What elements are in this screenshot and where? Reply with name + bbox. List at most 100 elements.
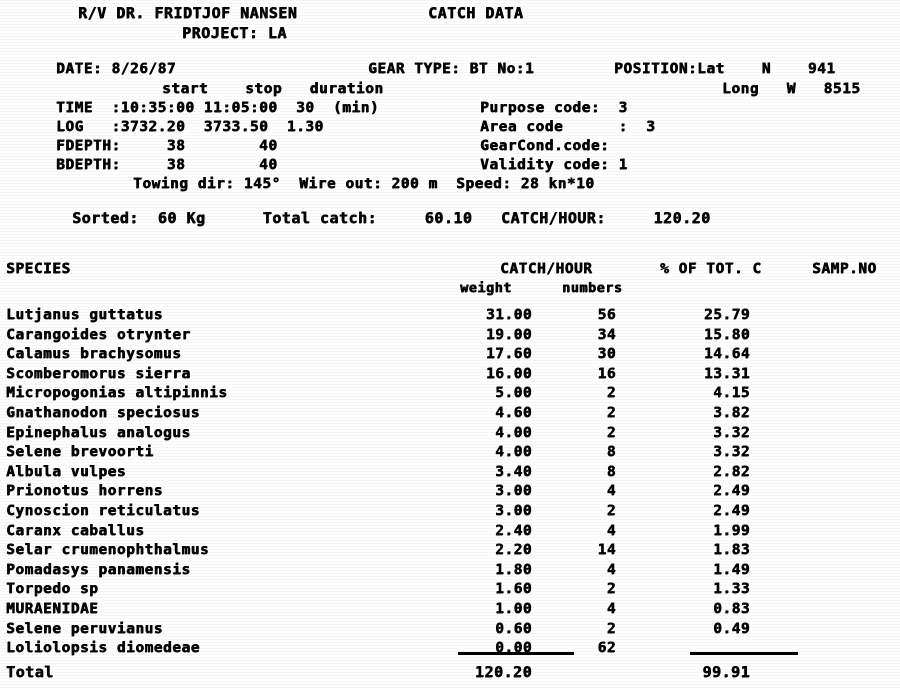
species-name: Micropogonias altipinnis (6, 385, 228, 402)
area-code-field: Area code : 3 (480, 119, 656, 135)
species-pct: 1.33 (713, 581, 750, 598)
species-pct: 1.83 (713, 542, 750, 559)
document-title: CATCH DATA (428, 4, 524, 22)
species-weight: 4.00 (495, 424, 532, 441)
species-name: Epinephalus analogus (6, 424, 191, 441)
species-name: Calamus brachysomus (6, 346, 182, 363)
column-header-samp-no: SAMP.NO (812, 261, 877, 277)
species-weight: 3.00 (495, 483, 532, 500)
project-label: PROJECT: LA (182, 24, 287, 42)
species-name: MURAENIDAE (6, 601, 99, 617)
total-pct-value: 99.91 (702, 663, 750, 681)
column-header-species: SPECIES (6, 261, 71, 277)
column-header-pct-of-tot: % OF TOT. C (660, 261, 762, 277)
species-numbers: 4 (606, 483, 616, 500)
column-header-catch-hour: CATCH/HOUR (500, 261, 593, 277)
species-weight: 3.00 (495, 503, 532, 519)
species-numbers: 30 (597, 346, 616, 363)
species-numbers: 34 (597, 326, 616, 343)
species-weight: 0.00 (495, 640, 532, 657)
vessel-name: R/V DR. FRIDTJOF NANSEN (78, 4, 298, 22)
species-name: Scomberomorus sierra (6, 365, 191, 382)
species-pct: 1.99 (713, 522, 750, 539)
catch-summary-line: Sorted: 60 Kg Total catch: 60.10 CATCH/H… (72, 209, 711, 227)
species-pct: 2.49 (713, 483, 750, 500)
species-weight: 17.60 (485, 346, 532, 363)
species-pct: 2.49 (713, 503, 750, 519)
species-numbers: 2 (606, 385, 616, 402)
species-numbers: 2 (606, 620, 616, 637)
species-pct: 3.32 (713, 444, 750, 461)
validity-code-field: Validity code: 1 (480, 157, 628, 173)
species-weight: 16.00 (485, 365, 532, 382)
total-weight-rule (458, 652, 574, 655)
species-weight: 3.40 (495, 463, 532, 480)
species-numbers: 8 (606, 463, 616, 480)
species-pct: 2.82 (713, 463, 750, 480)
species-numbers: 16 (597, 365, 616, 382)
species-weight: 4.00 (495, 444, 532, 461)
species-weight: 19.00 (485, 326, 532, 343)
species-weight: 1.60 (495, 581, 532, 598)
species-name: Carangoides otrynter (6, 326, 191, 343)
species-name: Loliolopsis diomedeae (6, 640, 200, 657)
species-pct: 3.82 (713, 405, 750, 421)
species-name: Cynoscion reticulatus (6, 503, 200, 519)
species-weight: 31.00 (485, 307, 532, 323)
column-header-numbers: numbers (562, 280, 623, 296)
species-name: Gnathanodon speciosus (6, 405, 200, 421)
species-numbers: 2 (606, 405, 616, 421)
species-numbers: 4 (606, 601, 616, 617)
date-field: DATE: 8/26/87 (56, 61, 176, 77)
species-numbers: 62 (597, 640, 616, 657)
species-pct: 3.32 (713, 424, 750, 441)
species-pct: 14.64 (703, 346, 750, 363)
species-name: Caranx caballus (6, 522, 145, 539)
species-numbers: 2 (606, 581, 616, 598)
species-numbers: 4 (606, 561, 616, 578)
species-pct: 13.31 (703, 365, 750, 382)
time-column-headers: start stop duration (162, 81, 384, 97)
fdepth-field: FDEPTH: 38 40 (56, 138, 278, 154)
species-weight: 0.60 (495, 620, 532, 637)
towing-details-field: Towing dir: 145° Wire out: 200 m Speed: … (133, 176, 595, 192)
time-field: TIME :10:35:00 11:05:00 30 (min) (56, 100, 380, 116)
species-name: Selar crumenophthalmus (6, 542, 210, 559)
species-numbers: 4 (606, 522, 616, 539)
bdepth-field: BDEPTH: 38 40 (56, 157, 278, 173)
species-numbers: 14 (597, 542, 616, 559)
position-lat-field: POSITION:Lat N 941 (614, 61, 836, 77)
column-header-weight: weight (460, 280, 512, 296)
species-weight: 2.20 (495, 542, 532, 559)
species-name: Selene peruvianus (6, 620, 163, 637)
species-weight: 1.80 (495, 561, 532, 578)
species-name: Selene brevoorti (6, 444, 154, 461)
species-pct: 0.49 (713, 620, 750, 637)
total-pct-rule (690, 652, 798, 655)
species-weight: 2.40 (495, 522, 532, 539)
log-field: LOG :3732.20 3733.50 1.30 (56, 119, 324, 135)
species-name: Lutjanus guttatus (6, 307, 163, 323)
species-name: Pomadasys panamensis (6, 561, 191, 578)
species-numbers: 2 (606, 503, 616, 519)
species-name: Torpedo sp (6, 581, 99, 598)
species-pct: 1.49 (713, 561, 750, 578)
species-weight: 5.00 (495, 385, 532, 402)
species-name: Prionotus horrens (6, 483, 163, 500)
purpose-code-field: Purpose code: 3 (480, 100, 628, 116)
species-numbers: 8 (606, 444, 616, 461)
species-pct: 15.80 (703, 326, 750, 343)
total-weight-value: 120.20 (474, 663, 532, 681)
species-pct: 4.15 (713, 385, 750, 402)
species-numbers: 2 (606, 424, 616, 441)
species-pct: 25.79 (703, 307, 750, 323)
species-weight: 4.60 (495, 405, 532, 421)
total-label: Total (6, 663, 54, 681)
gear-type-field: GEAR TYPE: BT No:1 (368, 61, 535, 77)
gearcond-code-field: GearCond.code: (480, 138, 610, 154)
position-long-field: Long W 8515 (722, 81, 861, 97)
species-name: Albula vulpes (6, 463, 126, 480)
species-pct: 0.83 (713, 601, 750, 617)
species-numbers: 56 (597, 307, 616, 323)
